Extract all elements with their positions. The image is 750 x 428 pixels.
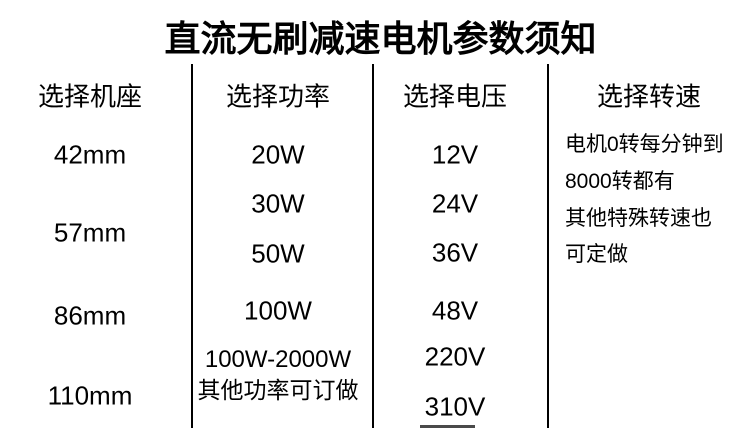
power-option: 50W (251, 238, 305, 269)
speed-note-line: 8000转都有 (565, 170, 675, 193)
voltage-option: 310V (424, 391, 486, 422)
speed-note-line: 其他特殊转速也 (565, 207, 712, 230)
column-header-voltage: 选择电压 (402, 81, 507, 112)
voltage-option: 220V (424, 341, 486, 372)
column-power: 选择功率 20W 30W 50W 100W 100W-2000W 其他功率可订做 (192, 0, 364, 428)
voltage-option: 48V (431, 295, 479, 326)
power-option: 100W (244, 295, 312, 326)
column-divider-3 (547, 64, 549, 428)
column-header-speed: 选择转速 (596, 81, 701, 112)
power-custom-note: 其他功率可订做 (197, 377, 359, 403)
voltage-option: 36V (431, 237, 479, 268)
column-divider-1 (191, 64, 193, 428)
frame-size-option: 42mm (53, 139, 127, 170)
power-option: 20W (251, 139, 305, 170)
page-title: 直流无刷减速电机参数须知 (164, 18, 597, 59)
column-voltage: 选择电压 12V 24V 36V 48V 220V 310V (373, 0, 537, 428)
column-header-power: 选择功率 (225, 81, 330, 112)
column-speed: 选择转速 电机0转每分钟到 8000转都有 其他特殊转速也 可定做 (548, 0, 750, 428)
speed-note-line: 可定做 (565, 243, 628, 266)
cropped-text-fragment (420, 425, 475, 428)
column-header-frame-size: 选择机座 (37, 81, 142, 112)
power-option: 30W (251, 188, 305, 219)
column-divider-2 (372, 64, 374, 428)
frame-size-option: 110mm (47, 380, 133, 411)
column-frame-size: 选择机座 42mm 57mm 86mm 110mm (0, 0, 180, 428)
power-option-range: 100W-2000W (204, 346, 352, 373)
speed-note-line: 电机0转每分钟到 (565, 133, 724, 156)
frame-size-option: 57mm (53, 217, 127, 248)
frame-size-option: 86mm (53, 300, 127, 331)
voltage-option: 12V (431, 139, 479, 170)
voltage-option: 24V (431, 188, 479, 219)
